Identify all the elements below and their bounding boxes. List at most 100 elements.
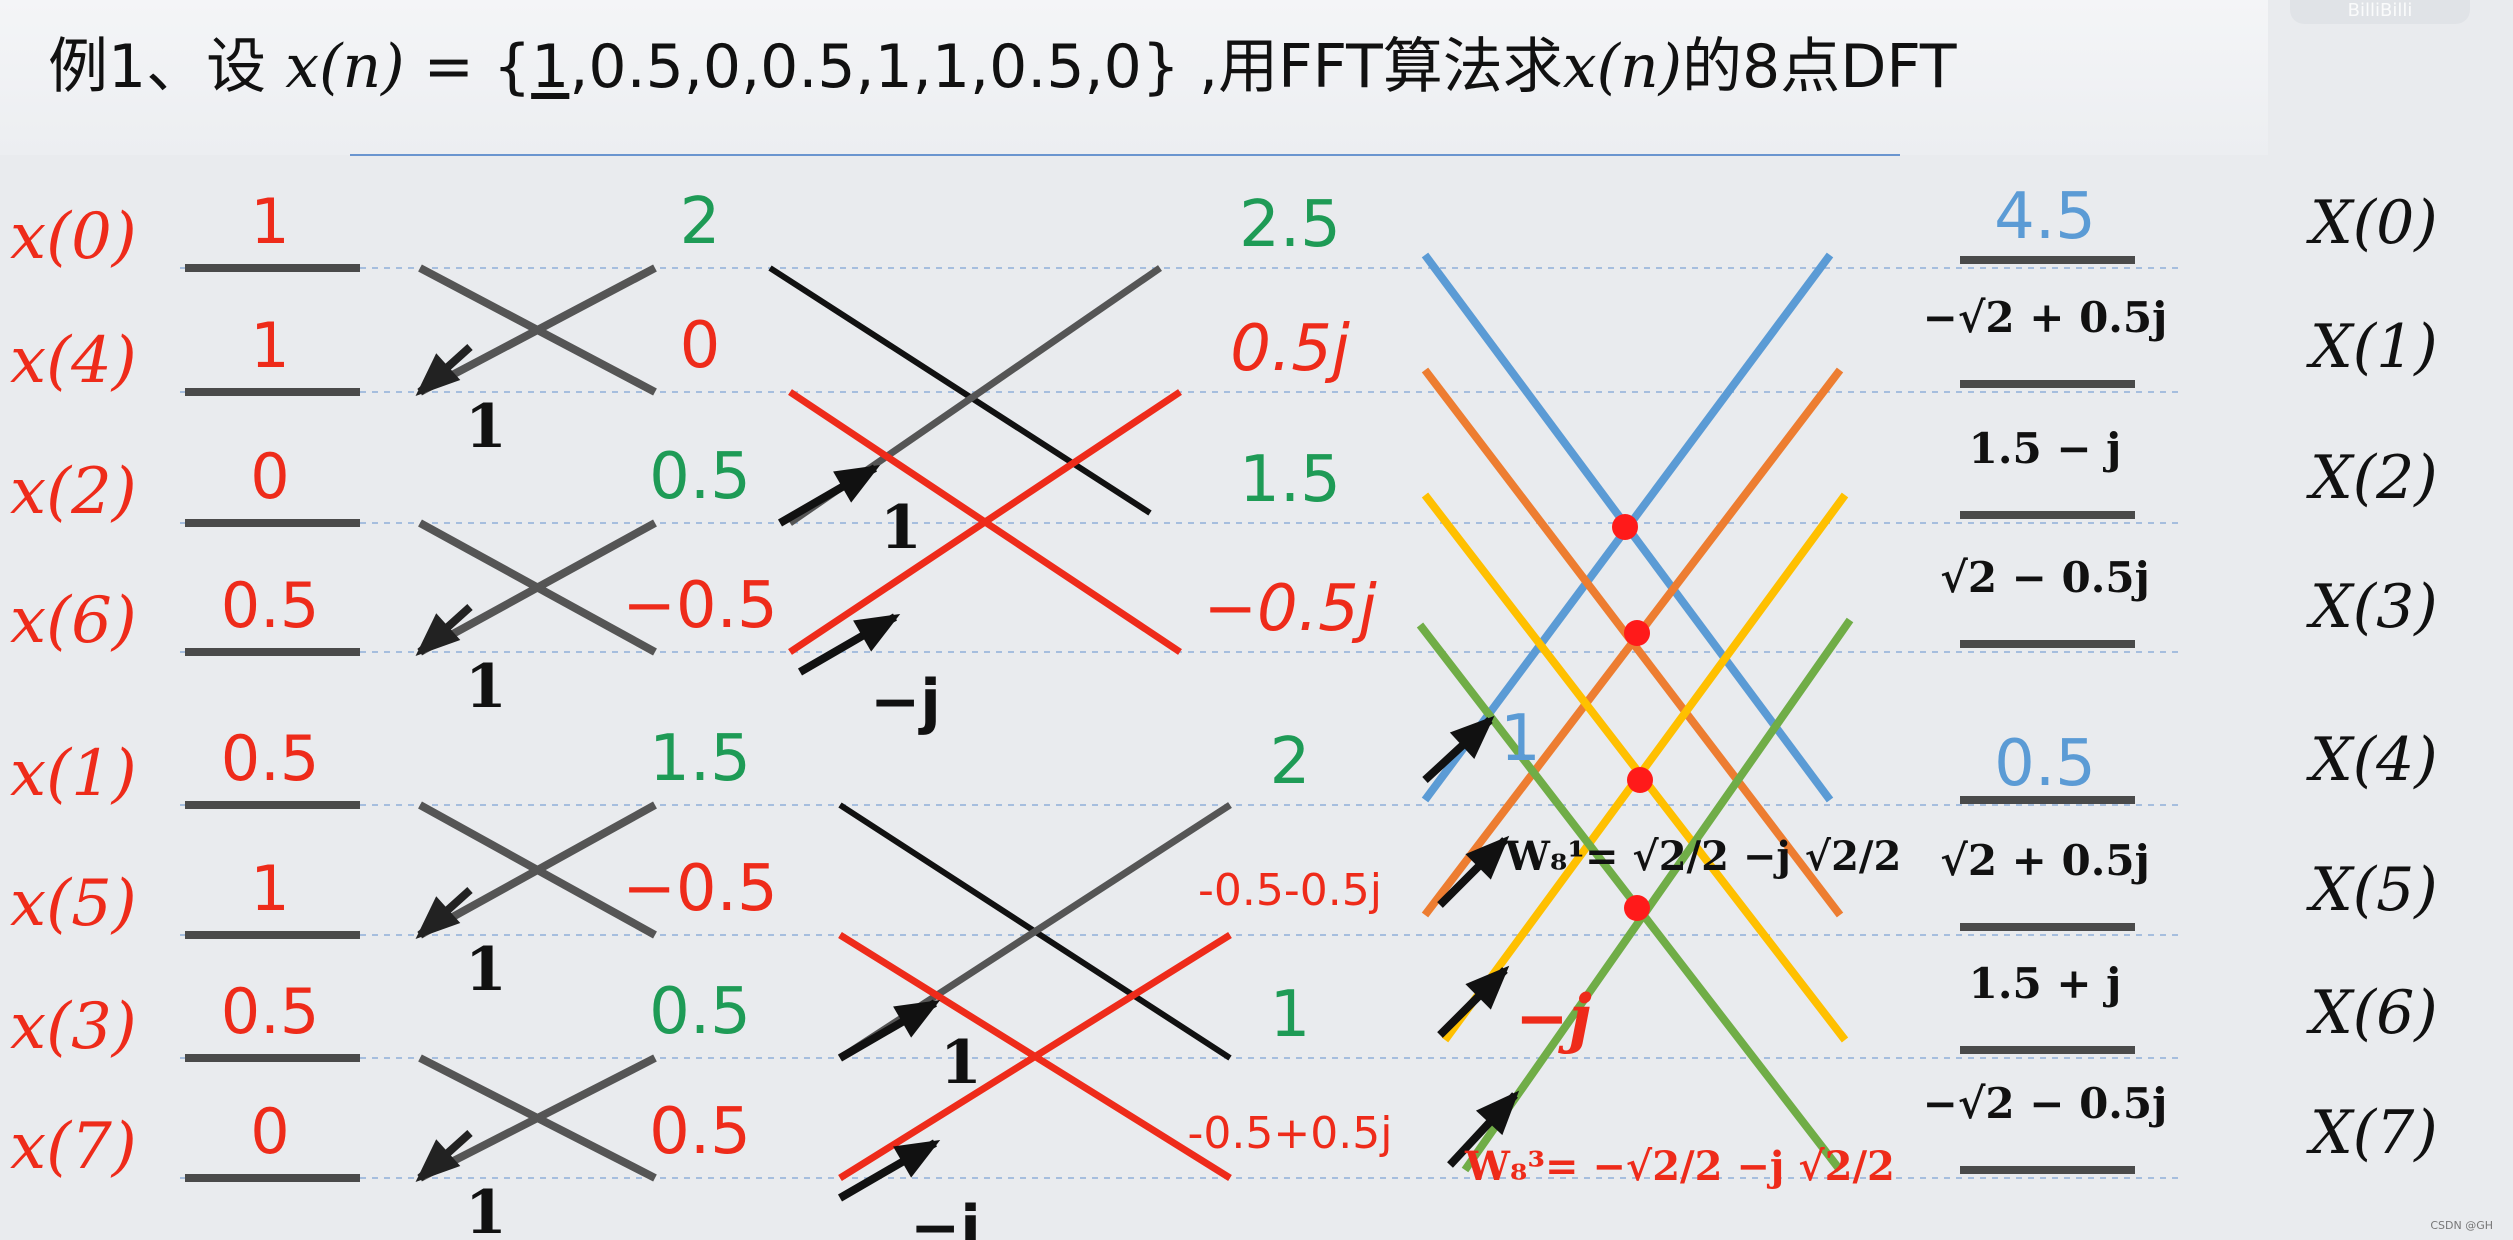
stage3-twiddle-w3: W₈³= −√2/2 −j √2/2: [1464, 1143, 1895, 1190]
output-label-5: X(5): [2306, 855, 2438, 925]
output-label-7: X(7): [2306, 1098, 2438, 1168]
input-label-4: x(1): [10, 737, 137, 811]
stage2-value-3: −0.5j: [1203, 572, 1376, 646]
input-value-0: 1: [250, 185, 289, 258]
output-value-4: 0.5: [1994, 727, 2096, 801]
stage3-twiddle-w0: 1: [1500, 702, 1541, 776]
title-sequence: ,0.5,0,0.5,1,1,0.5,0}: [569, 32, 1180, 102]
input-label-3: x(6): [10, 584, 137, 658]
stage1-twiddle-arrow-1-head: [415, 613, 461, 657]
bilibili-watermark: BilliBilli: [2290, 0, 2470, 24]
title-band: 例1、设 x(n) = {1,0.5,0,0.5,1,1,0.5,0} ,用FF…: [0, 0, 2268, 155]
stage2-twiddle-a-1: 1: [940, 1028, 982, 1098]
stage2-arrow-a-0-head: [833, 464, 881, 503]
stage1-cross-up-1: [418, 519, 657, 656]
input-label-2: x(2): [10, 455, 137, 529]
input-value-3: 0.5: [221, 569, 320, 642]
title-xn: x(n): [285, 32, 405, 102]
input-label-6: x(3): [10, 990, 137, 1064]
title-prefix: 例1、设: [48, 32, 286, 102]
stage3-arrow-w0-head: [1449, 715, 1495, 760]
stage2-value-5: -0.5-0.5j: [1198, 865, 1382, 916]
input-value-4: 0.5: [221, 722, 320, 795]
stage2-arrow-a-1-head: [893, 999, 941, 1038]
stage1-cross-up-2: [418, 801, 657, 939]
stage3-line-yellow-down: [1421, 492, 1849, 1043]
output-value-7: −√2 − 0.5j: [1923, 1079, 2168, 1128]
output-label-6: X(6): [2306, 978, 2438, 1048]
output-value-5: √2 + 0.5j: [1940, 836, 2150, 885]
stage1-value-2: 0.5: [649, 440, 751, 514]
title-suffix: 的8点DFT: [1682, 32, 1957, 102]
stage3-twiddle-w2: −j: [1515, 981, 1592, 1056]
input-value-2: 0: [250, 440, 289, 513]
output-label-4: X(4): [2306, 725, 2438, 795]
stage1-cross-up-3: [418, 1054, 657, 1182]
stage2-value-6: 1: [1270, 978, 1311, 1052]
output-value-0: 4.5: [1994, 180, 2096, 254]
stage2-value-4: 2: [1270, 725, 1311, 799]
stage2-red-up-0: [788, 389, 1182, 655]
stage3-line-green-up: [1461, 617, 1854, 1173]
problem-title: 例1、设 x(n) = {1,0.5,0,0.5,1,1,0.5,0} ,用FF…: [48, 18, 1957, 105]
input-label-5: x(5): [10, 867, 137, 941]
output-label-1: X(1): [2306, 312, 2438, 382]
crossing-dot-1: [1624, 620, 1650, 646]
stage3-arrow-w2-head: [1465, 965, 1510, 1010]
stage2-arrow-b-0-head: [853, 613, 901, 652]
stage1-cross-up-0: [418, 264, 657, 396]
output-value-3: √2 − 0.5j: [1940, 553, 2150, 602]
input-label-7: x(7): [10, 1110, 137, 1184]
stage2-twiddle-b-1: −j: [910, 1193, 981, 1240]
stage1-twiddle-arrow-2-head: [415, 896, 461, 940]
stage2-twiddle-b-0: −j: [870, 667, 941, 737]
stage2-arrow-b-1-head: [893, 1139, 941, 1178]
stage1-twiddle-2: 1: [465, 935, 507, 1005]
input-label-1: x(4): [10, 324, 137, 398]
stage1-value-5: −0.5: [622, 852, 777, 926]
stage2-twiddle-a-0: 1: [880, 493, 922, 563]
stage3-line-yellow-up: [1441, 492, 1849, 1043]
input-value-6: 0.5: [221, 975, 320, 1048]
stage1-twiddle-arrow-3-head: [415, 1139, 461, 1183]
input-value-7: 0: [250, 1095, 289, 1168]
output-label-2: X(2): [2306, 443, 2438, 513]
title-first-sample: 1: [531, 32, 570, 102]
csdn-watermark: CSDN @GH: [2430, 1219, 2493, 1232]
output-label-3: X(3): [2306, 572, 2438, 642]
stage1-value-6: 0.5: [649, 975, 751, 1049]
input-value-5: 1: [250, 852, 289, 925]
input-value-1: 1: [250, 309, 289, 382]
output-value-1: −√2 + 0.5j: [1923, 293, 2168, 342]
stage2-value-1: 0.5j: [1230, 312, 1350, 386]
stage3-arrow-w3-head: [1475, 1090, 1520, 1136]
stage3-arrow-w1-head: [1465, 835, 1510, 880]
stage1-value-0: 2: [680, 185, 721, 259]
stage3-twiddle-w1: W₈¹= √2/2 −j √2/2: [1504, 833, 1901, 880]
title-equals: = {: [404, 32, 532, 102]
stage2-value-2: 1.5: [1239, 443, 1341, 517]
crossing-dot-2: [1627, 767, 1653, 793]
output-value-2: 1.5 − j: [1969, 424, 2122, 473]
stage1-value-4: 1.5: [649, 722, 751, 796]
input-label-0: x(0): [10, 200, 137, 274]
stage1-twiddle-1: 1: [465, 652, 507, 722]
stage2-value-7: -0.5+0.5j: [1188, 1108, 1393, 1159]
crossing-dot-0: [1612, 514, 1638, 540]
title-xn-2: x(n): [1562, 32, 1683, 102]
stage1-twiddle-3: 1: [465, 1178, 507, 1240]
title-mid: ,用FFT算法求: [1179, 32, 1563, 102]
stage2-black-0: [768, 265, 1152, 516]
stage1-value-7: 0.5: [649, 1095, 751, 1169]
stage2-red-up-1: [838, 932, 1232, 1181]
output-value-6: 1.5 + j: [1969, 959, 2122, 1008]
stage1-twiddle-arrow-0-head: [415, 353, 461, 397]
crossing-dot-3: [1624, 895, 1650, 921]
stage1-value-3: −0.5: [622, 569, 777, 643]
stage1-value-1: 0: [680, 309, 721, 383]
output-label-0: X(0): [2306, 188, 2438, 258]
stage1-twiddle-0: 1: [465, 392, 507, 462]
stage2-value-0: 2.5: [1239, 188, 1341, 262]
